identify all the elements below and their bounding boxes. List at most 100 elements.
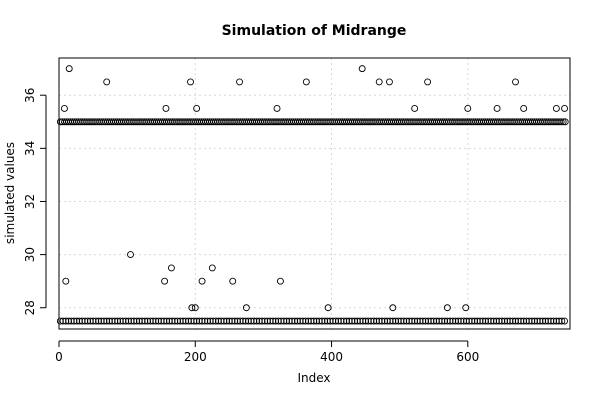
data-point bbox=[201, 317, 209, 325]
data-point bbox=[59, 317, 67, 325]
data-point bbox=[167, 264, 175, 272]
data-point bbox=[490, 317, 498, 325]
chart-title: Simulation of Midrange bbox=[222, 23, 407, 39]
data-point bbox=[247, 317, 255, 325]
data-point bbox=[65, 317, 72, 325]
data-point bbox=[152, 317, 160, 325]
axes-layer: 0 200 400 600 28 30 32 34 36 bbox=[23, 88, 479, 364]
data-point bbox=[231, 317, 239, 325]
x-tick-label: 200 bbox=[184, 350, 207, 364]
data-point bbox=[204, 317, 211, 325]
data-point bbox=[413, 317, 421, 325]
data-point bbox=[381, 317, 389, 325]
data-point bbox=[273, 105, 281, 112]
data-point bbox=[206, 317, 214, 325]
data-point bbox=[468, 317, 476, 325]
data-point bbox=[299, 317, 307, 325]
data-point bbox=[191, 304, 199, 312]
data-point bbox=[512, 78, 519, 86]
data-point bbox=[283, 317, 291, 325]
data-point bbox=[427, 317, 435, 325]
data-point bbox=[520, 317, 528, 325]
data-point bbox=[187, 78, 194, 86]
data-point bbox=[326, 317, 334, 325]
data-point bbox=[558, 317, 566, 325]
data-point bbox=[103, 317, 111, 325]
data-point bbox=[389, 304, 397, 312]
data-point bbox=[544, 317, 552, 325]
data-point bbox=[561, 317, 568, 325]
data-point bbox=[493, 105, 501, 112]
data-point bbox=[446, 317, 454, 325]
data-point bbox=[198, 317, 206, 325]
data-point bbox=[351, 317, 359, 325]
data-point bbox=[411, 105, 419, 112]
data-point bbox=[307, 317, 315, 325]
data-point bbox=[367, 317, 375, 325]
data-point bbox=[62, 317, 70, 325]
data-point bbox=[462, 304, 470, 312]
data-point bbox=[343, 317, 350, 325]
data-point bbox=[462, 317, 470, 325]
data-point bbox=[296, 317, 304, 325]
data-point bbox=[400, 317, 408, 325]
data-point bbox=[105, 317, 113, 325]
data-point bbox=[383, 317, 391, 325]
data-point bbox=[209, 317, 217, 325]
data-point bbox=[103, 78, 111, 86]
data-point bbox=[443, 317, 451, 325]
data-point bbox=[479, 317, 487, 325]
data-point bbox=[501, 317, 509, 325]
data-point bbox=[315, 317, 323, 325]
x-tick-label: 400 bbox=[320, 350, 343, 364]
data-point bbox=[460, 317, 468, 325]
data-point bbox=[559, 118, 567, 126]
x-tick-label: 600 bbox=[456, 350, 479, 364]
data-point bbox=[70, 317, 78, 325]
data-point bbox=[356, 317, 364, 325]
data-point bbox=[304, 317, 312, 325]
data-point bbox=[375, 317, 383, 325]
data-point bbox=[193, 105, 201, 112]
data-point bbox=[386, 317, 394, 325]
data-point bbox=[487, 317, 495, 325]
data-point bbox=[509, 317, 517, 325]
data-point bbox=[561, 118, 569, 126]
data-point bbox=[144, 317, 152, 325]
data-point bbox=[244, 317, 252, 325]
data-point bbox=[269, 317, 277, 325]
data-point bbox=[125, 317, 132, 325]
data-point bbox=[261, 317, 269, 325]
data-point bbox=[321, 317, 329, 325]
data-point bbox=[266, 317, 274, 325]
data-point bbox=[359, 317, 367, 325]
data-point bbox=[250, 317, 258, 325]
data-point bbox=[187, 317, 195, 325]
data-point bbox=[457, 317, 465, 325]
data-point bbox=[310, 317, 318, 325]
data-point bbox=[195, 317, 203, 325]
x-tick-label: 0 bbox=[55, 350, 63, 364]
data-point bbox=[484, 317, 492, 325]
data-point bbox=[324, 304, 332, 312]
data-point bbox=[95, 317, 102, 325]
data-point bbox=[512, 317, 519, 325]
data-point bbox=[291, 317, 299, 325]
data-point bbox=[438, 317, 446, 325]
data-point bbox=[495, 317, 503, 325]
data-point bbox=[61, 105, 68, 112]
data-point bbox=[555, 317, 563, 325]
data-point bbox=[220, 317, 228, 325]
data-point bbox=[229, 277, 237, 285]
data-point bbox=[56, 317, 64, 325]
data-point bbox=[302, 317, 310, 325]
data-point bbox=[234, 317, 241, 325]
data-point bbox=[405, 317, 413, 325]
y-tick-label: 32 bbox=[23, 194, 37, 209]
data-point bbox=[193, 317, 201, 325]
data-point bbox=[385, 78, 393, 86]
data-point bbox=[520, 105, 528, 112]
data-point bbox=[397, 317, 405, 325]
data-point bbox=[276, 277, 284, 285]
data-point bbox=[533, 317, 541, 325]
